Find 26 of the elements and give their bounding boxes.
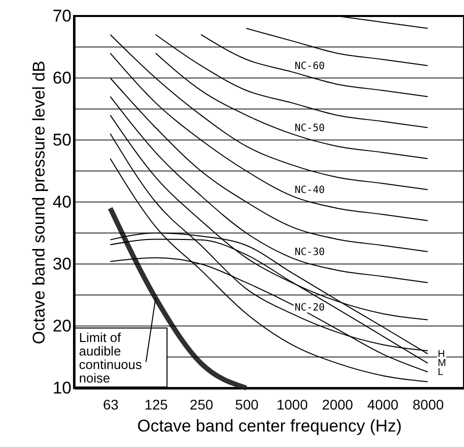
x-tick-label: 8000 (412, 396, 444, 412)
series-label: NC-20 (294, 302, 325, 314)
x-tick-label: 125 (144, 396, 168, 412)
y-tick-label: 40 (52, 192, 72, 212)
x-tick-label: 2000 (322, 396, 354, 412)
y-tick-label: 50 (52, 130, 72, 150)
series-label: NC-60 (294, 60, 325, 72)
x-tick-label: 500 (235, 396, 259, 412)
series-label: NC-50 (294, 122, 325, 134)
x-tick-label: 250 (190, 396, 214, 412)
x-tick-label: 63 (102, 396, 119, 412)
series-label: M (438, 358, 446, 370)
y-tick-label: 30 (52, 254, 72, 274)
y-tick-label: 60 (52, 68, 72, 88)
y-tick-label: 10 (52, 378, 72, 398)
y-tick-label: 20 (52, 316, 72, 336)
series-label: NC-40 (294, 184, 325, 196)
y-axis-title: Octave band sound pressure level dB (30, 60, 49, 344)
series-label: L (438, 366, 444, 378)
series-label: NC-30 (294, 246, 325, 258)
x-axis-title: Octave band center frequency (Hz) (137, 416, 402, 436)
x-tick-label: 4000 (367, 396, 399, 412)
x-tick-label: 1000 (276, 396, 308, 412)
y-tick-label: 70 (52, 6, 72, 26)
annotation: Limit of audible continuous noise (79, 330, 142, 386)
series-label: H (438, 348, 445, 360)
